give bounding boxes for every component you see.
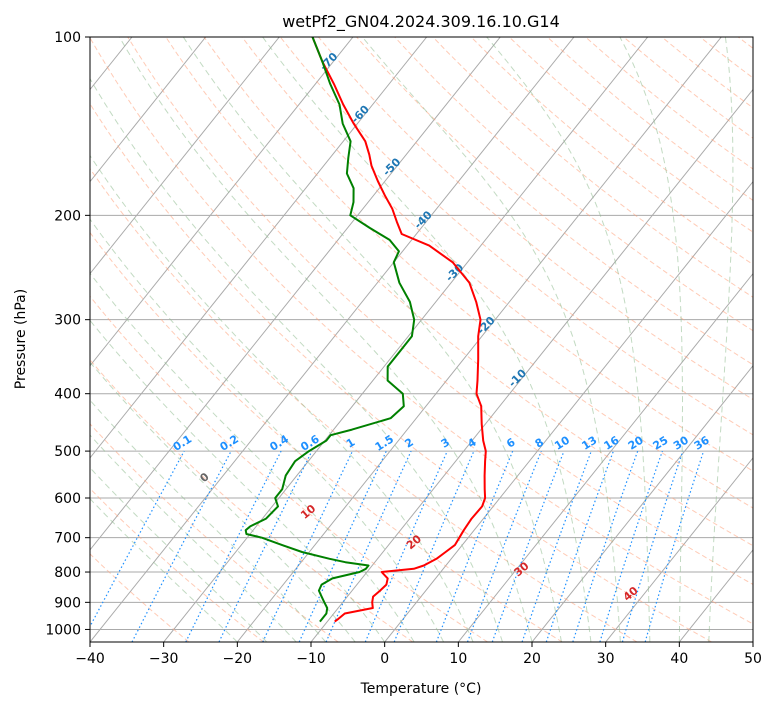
mixing-ratio-line	[521, 450, 592, 642]
dry-adiabat-line	[90, 167, 638, 642]
dry-adiabat-line	[394, 37, 753, 332]
mixing-ratio-line	[644, 450, 705, 642]
x-tick-label: −40	[75, 651, 105, 667]
dry-adiabat-line	[470, 37, 753, 266]
dry-adiabat-line	[90, 295, 488, 642]
isotherm-line	[384, 180, 753, 642]
isotherm-line	[90, 37, 501, 551]
x-tick-label: 40	[670, 651, 688, 667]
profile-traces	[244, 37, 487, 623]
x-tick-label: −20	[223, 651, 253, 667]
moist-adiabat-line	[90, 434, 297, 642]
plot-frame	[89, 36, 754, 643]
y-tick-label: 400	[54, 387, 81, 403]
y-tick-label: 100	[54, 30, 81, 46]
moist-adiabat-line	[90, 154, 474, 642]
isotherm-line	[163, 37, 649, 642]
isotherm-line	[236, 37, 722, 642]
y-tick-label: 1000	[45, 622, 81, 638]
moist-adiabat-line	[118, 37, 533, 642]
mixing-ratio-line	[262, 450, 354, 642]
y-tick-label: 800	[54, 565, 81, 581]
dewpoint-trace	[244, 37, 416, 623]
y-tick-label: 500	[54, 444, 81, 460]
mixing-ratio-line	[218, 450, 313, 642]
dry-adiabat-line	[90, 231, 563, 642]
mixing-ratio-line	[545, 450, 614, 642]
moist-adiabat-line	[90, 218, 445, 642]
moist-adiabat-line	[486, 37, 651, 642]
mixing-ratio-line	[393, 450, 475, 642]
dry-adiabat-line	[90, 102, 712, 642]
isotherm-line	[90, 37, 575, 642]
dry-adiabat-line	[90, 423, 339, 642]
mixing-ratio-line	[572, 450, 639, 642]
mixing-ratio-line	[599, 450, 663, 642]
moist-adiabat-line	[90, 272, 415, 642]
temperature-trace	[311, 37, 487, 623]
x-tick-label: 10	[449, 651, 467, 667]
dry-adiabat-line	[165, 37, 753, 547]
isotherm-line	[605, 457, 753, 642]
moist-adiabat-line	[90, 319, 386, 642]
isotherm-line	[90, 37, 354, 367]
moist-adiabat-line	[708, 37, 734, 642]
dry-adiabat-line	[279, 37, 753, 436]
moist-adiabat-line	[90, 467, 268, 642]
dry-adiabat-line	[90, 37, 753, 625]
moist-adiabat-line	[619, 37, 683, 642]
x-tick-label: 30	[597, 651, 615, 667]
y-axis-label: Pressure (hPa)	[13, 289, 29, 389]
mixing-ratio-line	[298, 450, 387, 642]
x-tick-label: 50	[744, 651, 762, 667]
dry-adiabat-line	[90, 359, 414, 642]
moist-adiabat-line	[90, 498, 238, 642]
moist-adiabat-line	[90, 361, 356, 642]
isotherm-line	[90, 37, 428, 459]
y-tick-label: 700	[54, 531, 81, 547]
x-tick-label: 0	[380, 651, 389, 667]
moist-adiabat-line	[362, 37, 621, 642]
mixing-ratio-line	[364, 450, 448, 642]
isotherm-line	[310, 88, 753, 642]
y-tick-label: 200	[54, 208, 81, 224]
axes: −40 −30 −20 −10 0 10 20 30 40 50 100 200 300 400 500 60…	[45, 30, 762, 667]
y-tick-label: 900	[54, 595, 81, 611]
background-lines	[90, 37, 753, 642]
x-tick-label: 20	[523, 651, 541, 667]
isotherm-line	[90, 37, 280, 275]
x-tick-label: −30	[149, 651, 179, 667]
mixing-ratio-line	[325, 450, 412, 642]
dry-adiabat-line	[203, 37, 753, 509]
chart-title: wetPf2_GN04.2024.309.16.10.G14	[282, 12, 560, 32]
isotherm-line	[531, 364, 753, 642]
y-tick-label: 300	[54, 313, 81, 329]
moist-adiabat-line	[182, 37, 562, 642]
x-axis-label: Temperature (°C)	[360, 681, 482, 697]
isotherm-line	[90, 37, 207, 183]
mixing-ratio-line	[621, 450, 684, 642]
dry-adiabat-line	[547, 37, 753, 201]
moist-adiabat-line	[90, 77, 503, 642]
y-tick-label: 600	[54, 491, 81, 507]
x-tick-label: −10	[296, 651, 326, 667]
dry-adiabat-line	[318, 37, 753, 401]
mixing-ratio-line	[90, 450, 185, 628]
dry-adiabat-line	[90, 487, 264, 642]
dry-adiabat-line	[127, 37, 753, 585]
